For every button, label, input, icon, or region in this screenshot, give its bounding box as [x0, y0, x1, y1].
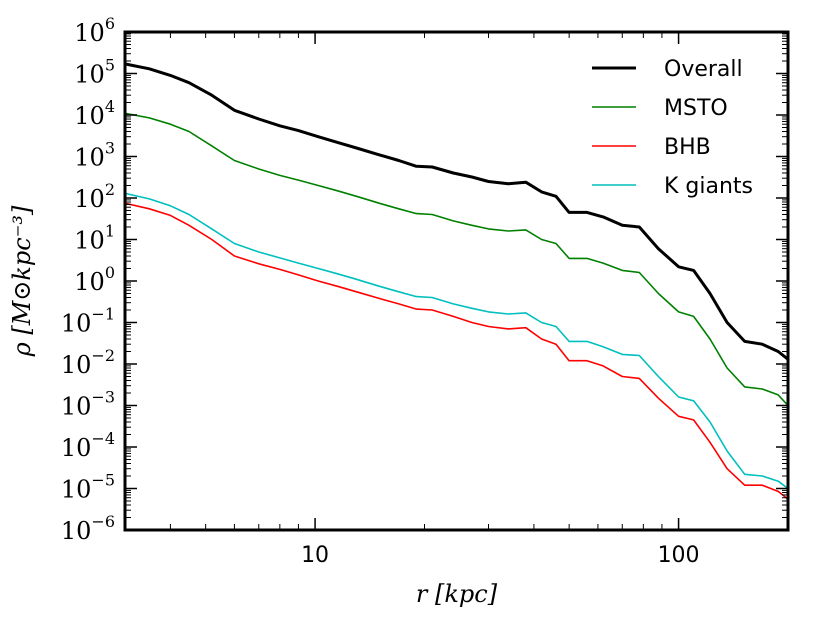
x-axis-label: r [kpc] — [416, 580, 498, 608]
series-line-msto — [124, 112, 789, 407]
y-tick-base: 10 — [61, 310, 92, 338]
y-tick-label: 102 — [74, 180, 115, 213]
y-tick-base: 10 — [74, 227, 105, 255]
y-tick-exponent: −1 — [91, 305, 115, 324]
y-tick-label: 10−2 — [61, 346, 115, 379]
y-tick-label: 100 — [74, 263, 115, 296]
series-line-k-giants — [124, 192, 789, 490]
y-tick-exponent: 4 — [105, 97, 115, 116]
series-layer — [124, 62, 789, 500]
legend-label-msto: MSTO — [664, 96, 728, 121]
y-tick-base: 10 — [74, 19, 105, 47]
y-tick-base: 10 — [74, 268, 105, 296]
axis-labels: r [kpc] ρ [M⊙kpc⁻³] — [8, 205, 498, 608]
y-tick-exponent: 5 — [105, 56, 115, 75]
legend: Overall MSTO BHB K giants — [592, 57, 753, 199]
y-tick-base: 10 — [61, 517, 92, 545]
y-tick-exponent: 3 — [105, 139, 115, 158]
y-tick-exponent: −3 — [91, 388, 115, 407]
x-tick-label: 10 — [301, 543, 329, 568]
y-tick-label: 10−6 — [61, 512, 115, 545]
y-tick-label: 104 — [74, 97, 115, 130]
y-tick-label: 10−4 — [61, 429, 115, 462]
x-tick-label: 100 — [658, 543, 700, 568]
series-line-overall — [124, 62, 789, 361]
ticks-layer: 10610510410310210110010−110−210−310−410−… — [61, 14, 789, 568]
y-tick-base: 10 — [74, 185, 105, 213]
y-tick-exponent: −5 — [91, 471, 115, 490]
y-tick-exponent: 0 — [105, 263, 115, 282]
y-tick-base: 10 — [74, 102, 105, 130]
y-tick-label: 10−5 — [61, 471, 115, 504]
y-tick-base: 10 — [61, 351, 92, 379]
y-tick-label: 103 — [74, 139, 115, 172]
legend-label-overall: Overall — [664, 57, 743, 82]
y-tick-base: 10 — [61, 393, 92, 421]
y-tick-exponent: −4 — [91, 429, 115, 448]
legend-label-bhb: BHB — [664, 135, 711, 160]
legend-label-k-giants: K giants — [664, 174, 753, 199]
y-tick-base: 10 — [74, 61, 105, 89]
y-tick-label: 106 — [74, 14, 115, 47]
y-tick-base: 10 — [74, 144, 105, 172]
y-axis-label: ρ [M⊙kpc⁻³] — [8, 205, 36, 357]
y-tick-exponent: 6 — [105, 14, 115, 33]
y-tick-exponent: −6 — [91, 512, 115, 531]
y-tick-label: 10−1 — [61, 305, 115, 338]
y-tick-base: 10 — [61, 476, 92, 504]
y-tick-exponent: −2 — [91, 346, 115, 365]
series-line-bhb — [124, 202, 789, 500]
y-tick-label: 101 — [74, 222, 115, 255]
y-tick-exponent: 2 — [105, 180, 115, 199]
y-tick-exponent: 1 — [105, 222, 115, 241]
y-tick-label: 10−3 — [61, 388, 115, 421]
y-tick-base: 10 — [61, 434, 92, 462]
y-tick-label: 105 — [74, 56, 115, 89]
